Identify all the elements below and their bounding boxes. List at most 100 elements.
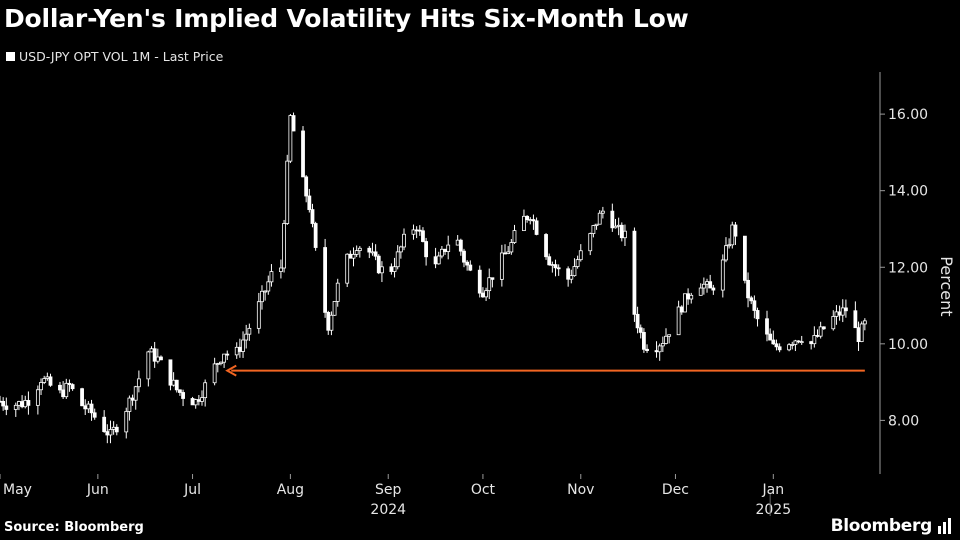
candle-body xyxy=(667,334,672,337)
candle xyxy=(35,385,40,415)
candle xyxy=(244,324,249,349)
candle xyxy=(799,335,804,345)
candle xyxy=(288,113,293,164)
candle-body xyxy=(354,250,359,255)
candle-body xyxy=(45,376,50,379)
candle-body xyxy=(862,320,867,325)
candle-body xyxy=(20,401,24,408)
candle xyxy=(862,318,867,331)
candle-body xyxy=(417,229,422,232)
candle-body xyxy=(345,253,350,284)
candle-body xyxy=(124,411,129,433)
candle xyxy=(837,305,842,321)
candle-body xyxy=(83,405,88,410)
candle-body xyxy=(698,287,703,296)
candle-body xyxy=(705,281,709,285)
candle xyxy=(127,395,132,421)
candle-body xyxy=(348,253,353,259)
candle xyxy=(178,389,182,396)
candle xyxy=(503,244,507,255)
candle xyxy=(260,285,264,310)
candle-body xyxy=(818,326,823,337)
y-tick-label: 16.00 xyxy=(888,107,928,123)
candle xyxy=(569,269,574,284)
candle xyxy=(1,397,6,411)
candle-body xyxy=(525,215,530,221)
annotation-layer xyxy=(225,364,865,377)
candle-body xyxy=(578,250,583,261)
candle-body xyxy=(35,389,40,406)
candle xyxy=(174,379,179,393)
candle-body xyxy=(17,401,21,406)
candle xyxy=(566,266,571,287)
candle-body xyxy=(724,245,728,261)
bloomberg-mark-icon xyxy=(938,518,951,534)
candle-body xyxy=(509,242,514,253)
candle-body xyxy=(149,348,154,353)
candle xyxy=(768,328,773,341)
candle xyxy=(61,381,66,399)
candle-body xyxy=(395,251,400,268)
x-year-label: 2024 xyxy=(370,502,406,518)
candle xyxy=(600,206,605,219)
candle-body xyxy=(711,287,716,291)
candle xyxy=(724,237,728,263)
candle-body xyxy=(200,397,204,402)
candle-body xyxy=(534,220,539,235)
candle xyxy=(114,424,119,436)
candle xyxy=(487,268,492,300)
candle-body xyxy=(623,230,627,239)
candle-body xyxy=(13,404,18,410)
candle xyxy=(348,250,353,259)
candle xyxy=(42,375,47,385)
candle-body xyxy=(136,378,141,388)
candle-body xyxy=(266,281,271,292)
candle xyxy=(190,396,195,406)
candle-body xyxy=(749,297,754,302)
candle xyxy=(414,226,419,239)
candle-body xyxy=(102,416,107,432)
candle xyxy=(853,301,858,329)
candle-body xyxy=(809,341,814,345)
candle-body xyxy=(481,292,485,298)
candle xyxy=(594,223,599,230)
candle xyxy=(380,261,384,283)
candle xyxy=(370,242,375,256)
candle-body xyxy=(398,246,403,253)
candle-body xyxy=(752,300,757,311)
candle xyxy=(774,339,779,351)
candle xyxy=(856,321,861,351)
candle-body xyxy=(856,327,861,342)
candle xyxy=(477,265,482,298)
candle-body xyxy=(436,255,441,265)
candle xyxy=(821,326,826,330)
candle xyxy=(679,305,684,315)
candle xyxy=(676,300,681,336)
candle-body xyxy=(654,350,659,353)
candle xyxy=(743,235,747,284)
candle xyxy=(279,259,283,279)
candle xyxy=(433,247,438,269)
candle-body xyxy=(282,223,286,269)
candle-body xyxy=(307,195,312,210)
candle-body xyxy=(632,230,637,315)
annotation-arrow xyxy=(225,364,865,377)
candle xyxy=(499,244,504,287)
candle xyxy=(591,224,596,238)
candle xyxy=(796,340,801,344)
candle-body xyxy=(67,382,72,385)
candle xyxy=(130,394,135,406)
candle-body xyxy=(774,343,779,348)
axes-layer: 8.00 10.00 12.00 14.00 16.00 Percent May Jun Jul… xyxy=(0,72,956,518)
candle xyxy=(149,346,154,353)
candle-body xyxy=(48,376,53,386)
candle xyxy=(686,288,690,305)
candle-body xyxy=(683,293,687,313)
candle xyxy=(623,224,627,247)
x-tick-label: Sep xyxy=(375,482,402,498)
candle-body xyxy=(370,251,375,254)
candle xyxy=(70,383,75,391)
candle xyxy=(133,385,138,410)
candle xyxy=(219,361,223,366)
candle-body xyxy=(402,233,406,248)
